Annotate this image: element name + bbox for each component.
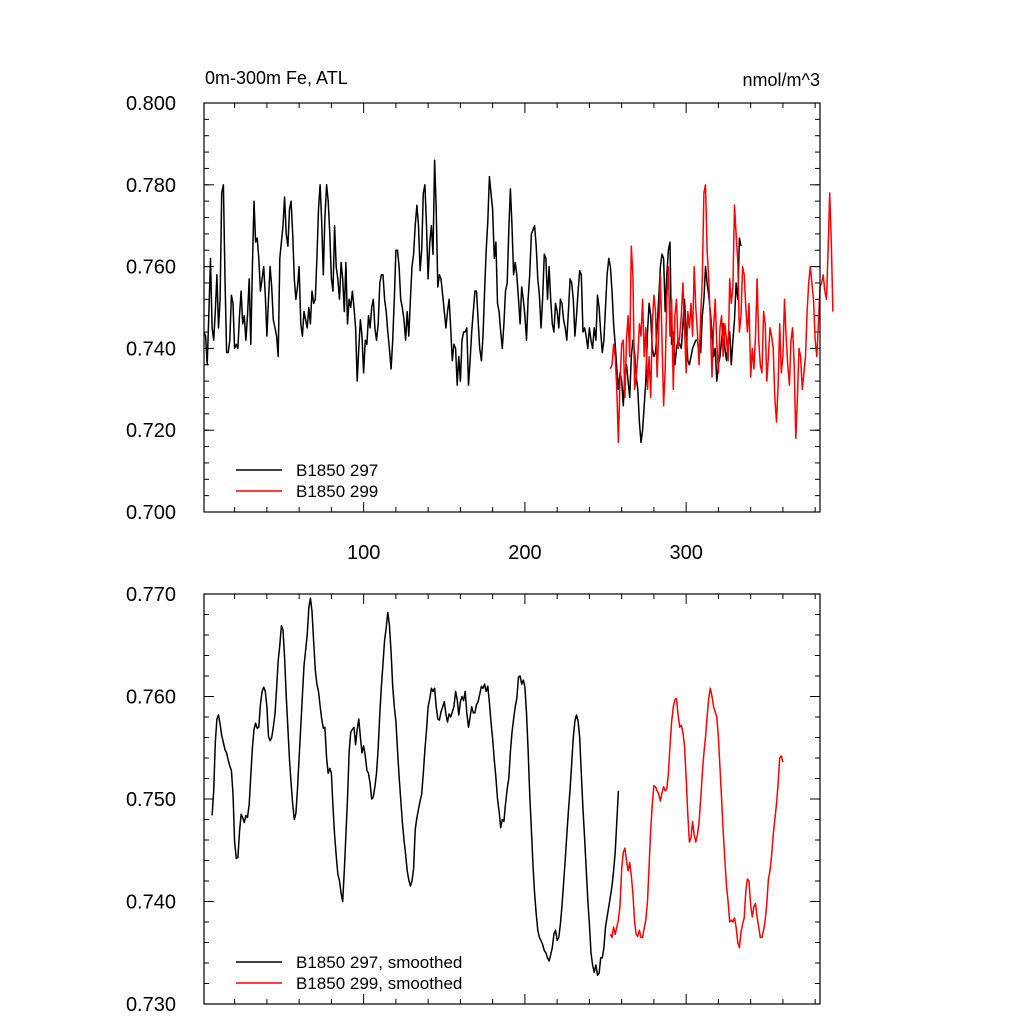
top-y-tick-label: 0.780 — [126, 175, 176, 197]
top-y-tick-label: 0.740 — [126, 338, 176, 360]
bottom-series-group — [211, 597, 784, 977]
top-series-group — [203, 159, 834, 444]
legend-label-299: B1850 299 — [296, 482, 378, 501]
legend-label-297-smoothed: B1850 297, smoothed — [296, 953, 462, 972]
top-y-tick-label: 0.700 — [126, 502, 176, 524]
top-y-tick-label: 0.760 — [126, 257, 176, 279]
bottom-y-tick-label: 0.760 — [126, 687, 176, 709]
bottom-y-tick-label: 0.740 — [126, 892, 176, 914]
top-plot-frame — [203, 102, 821, 513]
bottom-axis-ticks — [204, 593, 820, 1005]
top-axis-ticks — [204, 102, 820, 513]
bottom-y-tick-label: 0.730 — [126, 994, 176, 1016]
bottom-y-tick-label: 0.750 — [126, 789, 176, 811]
legend-label-297: B1850 297 — [296, 461, 378, 480]
top-x-tick-labels: 100 200 300 — [347, 542, 703, 564]
top-x-tick-label: 200 — [508, 542, 541, 564]
top-panel: 0m-300m Fe, ATL nmol/m^3 0.700 0.720 0.740… — [126, 68, 834, 564]
legend-label-299-smoothed: B1850 299, smoothed — [296, 974, 462, 993]
bottom-panel: 0.730 0.740 0.750 0.760 0.770 B1850 297, smo… — [126, 584, 821, 1016]
bottom-y-tick-label: 0.770 — [126, 584, 176, 606]
top-x-tick-label: 300 — [669, 542, 702, 564]
top-legend: B1850 297 B1850 299 — [236, 461, 378, 501]
bottom-series-b1850-297-line — [211, 597, 620, 977]
bottom-series-b1850-299-line — [609, 687, 784, 949]
chart-title: 0m-300m Fe, ATL — [205, 68, 348, 88]
top-y-tick-label: 0.800 — [126, 93, 176, 115]
top-series-b1850-299-line — [609, 184, 834, 444]
top-x-tick-label: 100 — [347, 542, 380, 564]
top-y-tick-label: 0.720 — [126, 420, 176, 442]
top-y-tick-labels: 0.700 0.720 0.740 0.760 0.780 0.800 — [126, 93, 176, 524]
units-label: nmol/m^3 — [743, 70, 820, 90]
bottom-legend: B1850 297, smoothed B1850 299, smoothed — [236, 953, 462, 993]
bottom-y-tick-labels: 0.730 0.740 0.750 0.760 0.770 — [126, 584, 176, 1016]
bottom-plot-frame — [203, 593, 821, 1005]
